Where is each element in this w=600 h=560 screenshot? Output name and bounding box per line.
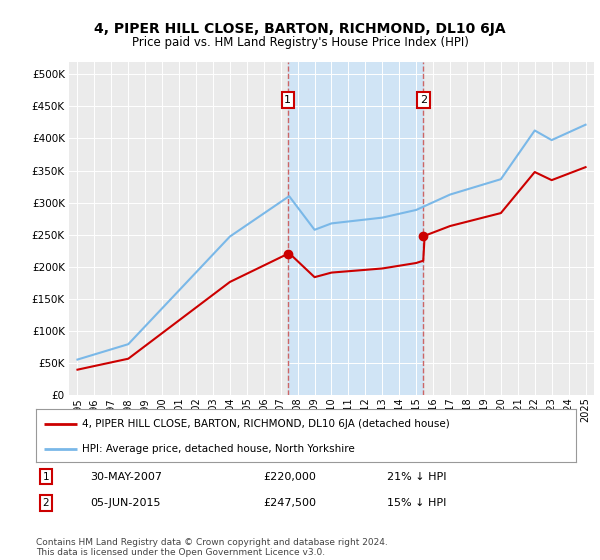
Text: 4, PIPER HILL CLOSE, BARTON, RICHMOND, DL10 6JA (detached house): 4, PIPER HILL CLOSE, BARTON, RICHMOND, D…	[82, 419, 449, 429]
Text: 1: 1	[284, 95, 292, 105]
Text: £220,000: £220,000	[263, 472, 316, 482]
Text: 05-JUN-2015: 05-JUN-2015	[90, 498, 161, 508]
Text: £247,500: £247,500	[263, 498, 316, 508]
Text: 30-MAY-2007: 30-MAY-2007	[90, 472, 162, 482]
Text: HPI: Average price, detached house, North Yorkshire: HPI: Average price, detached house, Nort…	[82, 444, 355, 454]
Text: 15% ↓ HPI: 15% ↓ HPI	[387, 498, 446, 508]
Text: 2: 2	[43, 498, 49, 508]
Text: 1: 1	[43, 472, 49, 482]
Text: 2: 2	[420, 95, 427, 105]
Text: Contains HM Land Registry data © Crown copyright and database right 2024.
This d: Contains HM Land Registry data © Crown c…	[36, 538, 388, 557]
Text: Price paid vs. HM Land Registry's House Price Index (HPI): Price paid vs. HM Land Registry's House …	[131, 36, 469, 49]
Bar	[288, 62, 424, 395]
Text: 21% ↓ HPI: 21% ↓ HPI	[387, 472, 446, 482]
Text: 4, PIPER HILL CLOSE, BARTON, RICHMOND, DL10 6JA: 4, PIPER HILL CLOSE, BARTON, RICHMOND, D…	[94, 22, 506, 36]
